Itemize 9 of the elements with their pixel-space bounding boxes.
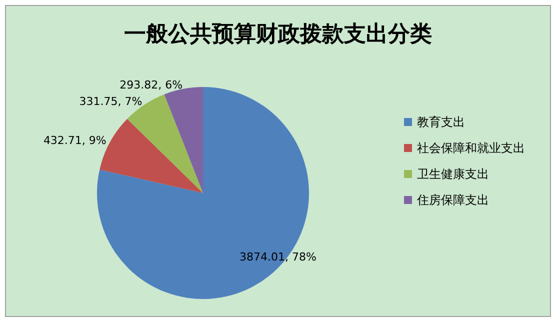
legend-label: 卫生健康支出 bbox=[417, 167, 489, 181]
data-label: 3874.01, 78% bbox=[239, 250, 316, 264]
legend-label: 住房保障支出 bbox=[416, 193, 489, 207]
chart-title: 一般公共预算财政拨款支出分类 bbox=[124, 21, 432, 47]
data-label: 293.82, 6% bbox=[120, 78, 183, 92]
legend-label: 教育支出 bbox=[417, 115, 465, 129]
data-label: 432.71, 9% bbox=[43, 134, 106, 147]
data-label: 331.75, 7% bbox=[79, 94, 142, 108]
legend-label: 社会保障和就业支出 bbox=[417, 141, 525, 155]
